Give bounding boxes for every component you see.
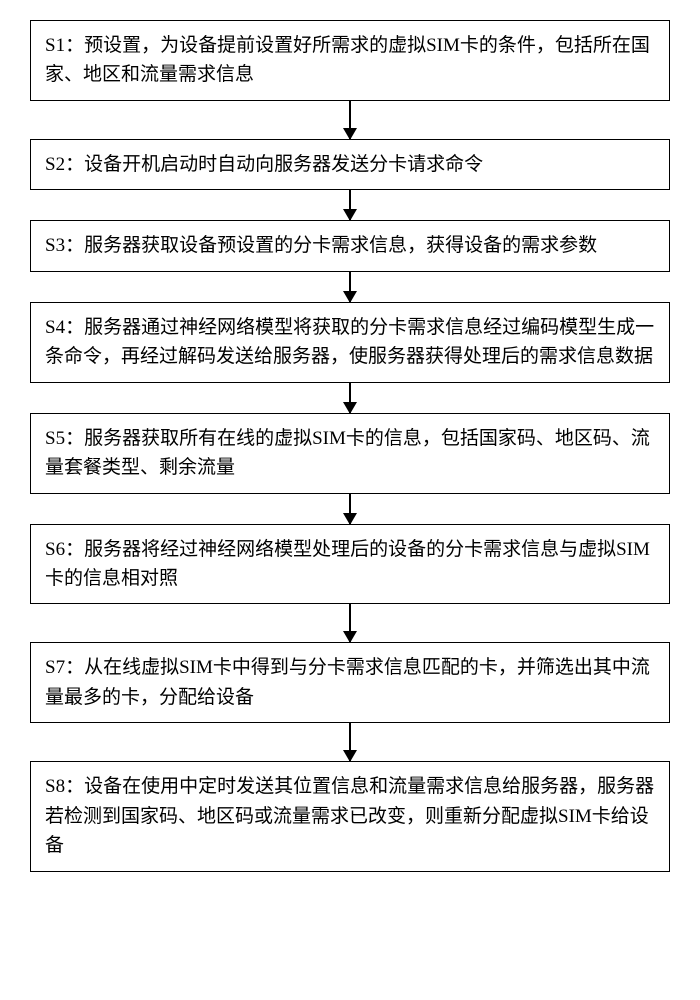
step-s5: S5：服务器获取所有在线的虚拟SIM卡的信息，包括国家码、地区码、流量套餐类型、… — [30, 413, 670, 494]
arrow-s5-s6 — [349, 494, 351, 524]
step-s1: S1：预设置，为设备提前设置好所需求的虚拟SIM卡的条件，包括所在国家、地区和流… — [30, 20, 670, 101]
step-s7: S7：从在线虚拟SIM卡中得到与分卡需求信息匹配的卡，并筛选出其中流量最多的卡，… — [30, 642, 670, 723]
step-s3: S3：服务器获取设备预设置的分卡需求信息，获得设备的需求参数 — [30, 220, 670, 271]
step-s8: S8：设备在使用中定时发送其位置信息和流量需求信息给服务器，服务器若检测到国家码… — [30, 761, 670, 871]
step-s5-text: S5：服务器获取所有在线的虚拟SIM卡的信息，包括国家码、地区码、流量套餐类型、… — [45, 428, 650, 478]
step-s3-text: S3：服务器获取设备预设置的分卡需求信息，获得设备的需求参数 — [45, 235, 597, 256]
arrow-s2-s3 — [349, 190, 351, 220]
arrow-s7-s8 — [349, 723, 351, 761]
arrow-s4-s5 — [349, 383, 351, 413]
step-s2: S2：设备开机启动时自动向服务器发送分卡请求命令 — [30, 139, 670, 190]
step-s4: S4：服务器通过神经网络模型将获取的分卡需求信息经过编码模型生成一条命令，再经过… — [30, 302, 670, 383]
flowchart-container: S1：预设置，为设备提前设置好所需求的虚拟SIM卡的条件，包括所在国家、地区和流… — [30, 20, 670, 872]
step-s6: S6：服务器将经过神经网络模型处理后的设备的分卡需求信息与虚拟SIM卡的信息相对… — [30, 524, 670, 605]
step-s8-text: S8：设备在使用中定时发送其位置信息和流量需求信息给服务器，服务器若检测到国家码… — [45, 776, 654, 856]
arrow-s1-s2 — [349, 101, 351, 139]
step-s1-text: S1：预设置，为设备提前设置好所需求的虚拟SIM卡的条件，包括所在国家、地区和流… — [45, 35, 650, 85]
arrow-s3-s4 — [349, 272, 351, 302]
step-s2-text: S2：设备开机启动时自动向服务器发送分卡请求命令 — [45, 154, 483, 175]
arrow-s6-s7 — [349, 604, 351, 642]
step-s7-text: S7：从在线虚拟SIM卡中得到与分卡需求信息匹配的卡，并筛选出其中流量最多的卡，… — [45, 657, 650, 707]
step-s6-text: S6：服务器将经过神经网络模型处理后的设备的分卡需求信息与虚拟SIM卡的信息相对… — [45, 539, 650, 589]
step-s4-text: S4：服务器通过神经网络模型将获取的分卡需求信息经过编码模型生成一条命令，再经过… — [45, 317, 654, 367]
